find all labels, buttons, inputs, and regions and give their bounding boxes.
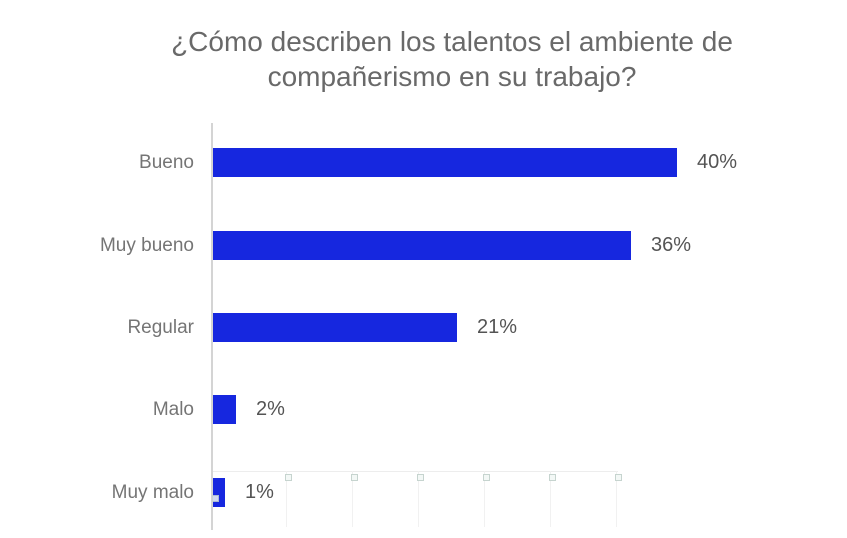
gridline <box>484 471 485 527</box>
x-baseline <box>213 471 618 472</box>
gridline <box>550 471 551 527</box>
gridline <box>286 471 287 527</box>
value-label: 2% <box>256 398 285 420</box>
bar-artifact-broken-image-icon <box>212 495 219 502</box>
broken-image-icon <box>483 474 490 481</box>
value-label: 36% <box>651 234 692 256</box>
bar <box>213 231 631 260</box>
category-label: Muy bueno <box>99 235 194 256</box>
bar <box>213 313 457 342</box>
category-label: Malo <box>152 399 194 420</box>
category-label: Muy malo <box>111 482 194 503</box>
value-label: 1% <box>245 481 274 503</box>
bar <box>213 395 236 424</box>
bar <box>213 478 225 507</box>
broken-image-icon <box>615 474 622 481</box>
value-label: 21% <box>477 316 518 338</box>
value-label: 40% <box>697 151 738 173</box>
bar <box>213 148 677 177</box>
chart-title: ¿Cómo describen los talentos el ambiente… <box>171 26 733 92</box>
broken-image-icon <box>549 474 556 481</box>
category-label: Bueno <box>139 152 194 173</box>
broken-image-icon <box>351 474 358 481</box>
gridline <box>352 471 353 527</box>
category-label: Regular <box>127 317 194 338</box>
gridline <box>418 471 419 527</box>
y-axis-line <box>211 123 213 530</box>
broken-image-icon <box>417 474 424 481</box>
gridline <box>616 471 617 527</box>
broken-image-icon <box>285 474 292 481</box>
